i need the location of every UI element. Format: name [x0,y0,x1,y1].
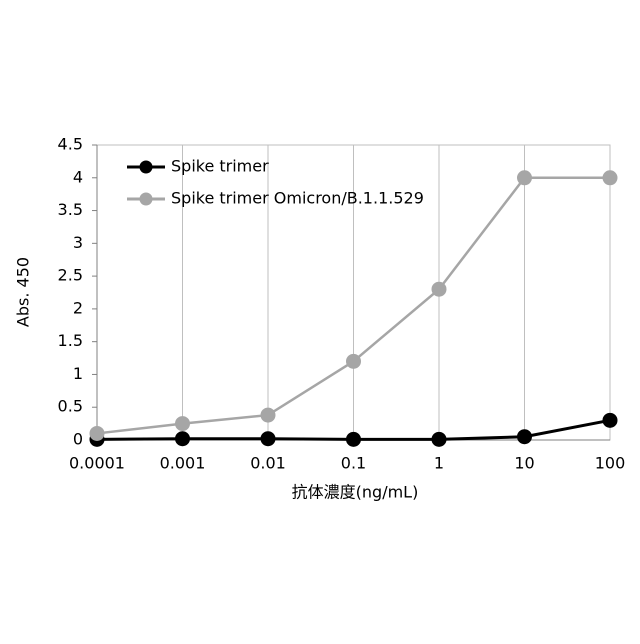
x-tick-label: 100 [595,454,626,473]
x-axis-title: 抗体濃度(ng/mL) [292,483,419,502]
point [603,170,618,185]
point [432,282,447,297]
point [432,432,447,447]
legend-label: Spike trimer [171,157,269,176]
legend-marker [140,161,153,174]
point [90,426,105,441]
x-tick-label: 0.01 [250,454,286,473]
y-tick-label: 3 [73,233,83,252]
point [346,354,361,369]
point [517,170,532,185]
point [346,432,361,447]
y-tick-label: 3.5 [58,200,83,219]
y-tick-label: 1 [73,364,83,383]
point [517,429,532,444]
point [261,431,276,446]
x-tick-label: 0.0001 [69,454,125,473]
legend-marker [140,193,153,206]
page: Abs. 450 抗体濃度(ng/mL) 0.0001 0.001 0.01 0.1 1… [0,0,640,644]
point [603,413,618,428]
y-tick-label: 2 [73,298,83,317]
point [175,416,190,431]
y-tick-label: 0.5 [58,397,83,416]
chart: Abs. 450 抗体濃度(ng/mL) 0.0001 0.001 0.01 0.1 1… [0,0,640,640]
legend-label: Spike trimer Omicron/B.1.1.529 [171,189,424,208]
x-tick-label: 0.001 [160,454,206,473]
y-tick-label: 4 [73,167,83,186]
y-axis-title: Abs. 450 [14,257,33,327]
x-tick-label: 1 [434,454,444,473]
y-tick-label: 0 [73,430,83,449]
y-tick-label: 1.5 [58,331,83,350]
point [261,408,276,423]
point [175,431,190,446]
x-tick-label: 10 [514,454,534,473]
y-tick-label: 2.5 [58,266,83,285]
x-tick-label: 0.1 [341,454,366,473]
y-tick-label: 4.5 [58,135,83,154]
